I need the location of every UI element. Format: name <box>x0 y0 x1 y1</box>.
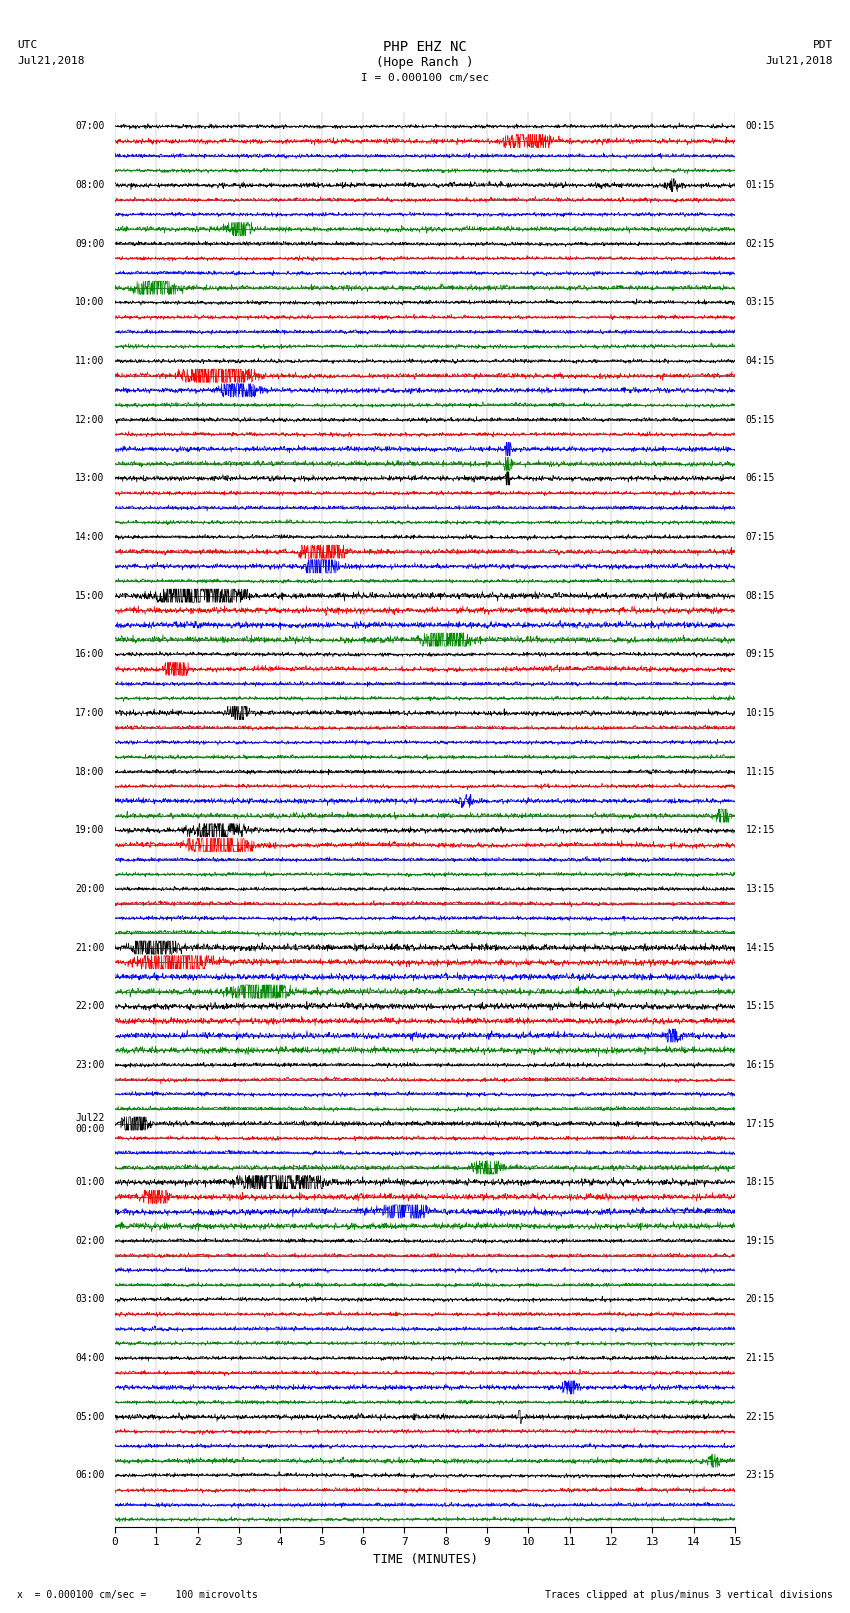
Text: 23:15: 23:15 <box>745 1471 775 1481</box>
Text: 00:15: 00:15 <box>745 121 775 131</box>
Text: 03:15: 03:15 <box>745 297 775 308</box>
Text: 12:15: 12:15 <box>745 826 775 836</box>
Text: 12:00: 12:00 <box>75 415 105 424</box>
Text: 18:00: 18:00 <box>75 766 105 776</box>
Text: 14:15: 14:15 <box>745 942 775 953</box>
Text: Jul22
00:00: Jul22 00:00 <box>75 1113 105 1134</box>
Text: 03:00: 03:00 <box>75 1295 105 1305</box>
Text: 07:15: 07:15 <box>745 532 775 542</box>
Text: 09:15: 09:15 <box>745 650 775 660</box>
Text: 06:15: 06:15 <box>745 473 775 484</box>
Text: 08:15: 08:15 <box>745 590 775 600</box>
Text: 16:15: 16:15 <box>745 1060 775 1069</box>
Text: 07:00: 07:00 <box>75 121 105 131</box>
Text: 19:15: 19:15 <box>745 1236 775 1245</box>
Text: 05:15: 05:15 <box>745 415 775 424</box>
Text: 11:00: 11:00 <box>75 356 105 366</box>
Text: (Hope Ranch ): (Hope Ranch ) <box>377 56 473 69</box>
Text: 08:00: 08:00 <box>75 181 105 190</box>
Text: Traces clipped at plus/minus 3 vertical divisions: Traces clipped at plus/minus 3 vertical … <box>545 1590 833 1600</box>
X-axis label: TIME (MINUTES): TIME (MINUTES) <box>372 1553 478 1566</box>
Text: x  = 0.000100 cm/sec =     100 microvolts: x = 0.000100 cm/sec = 100 microvolts <box>17 1590 258 1600</box>
Text: 06:00: 06:00 <box>75 1471 105 1481</box>
Text: 01:15: 01:15 <box>745 181 775 190</box>
Text: PHP EHZ NC: PHP EHZ NC <box>383 40 467 55</box>
Text: PDT: PDT <box>813 40 833 50</box>
Text: 22:00: 22:00 <box>75 1002 105 1011</box>
Text: 13:00: 13:00 <box>75 473 105 484</box>
Text: 04:15: 04:15 <box>745 356 775 366</box>
Text: 02:15: 02:15 <box>745 239 775 248</box>
Text: Jul21,2018: Jul21,2018 <box>17 56 84 66</box>
Text: 10:00: 10:00 <box>75 297 105 308</box>
Text: 18:15: 18:15 <box>745 1177 775 1187</box>
Text: 11:15: 11:15 <box>745 766 775 776</box>
Text: 05:00: 05:00 <box>75 1411 105 1421</box>
Text: 21:00: 21:00 <box>75 942 105 953</box>
Text: 01:00: 01:00 <box>75 1177 105 1187</box>
Text: 17:00: 17:00 <box>75 708 105 718</box>
Text: 21:15: 21:15 <box>745 1353 775 1363</box>
Text: 19:00: 19:00 <box>75 826 105 836</box>
Text: 09:00: 09:00 <box>75 239 105 248</box>
Text: 16:00: 16:00 <box>75 650 105 660</box>
Text: 10:15: 10:15 <box>745 708 775 718</box>
Text: 20:00: 20:00 <box>75 884 105 894</box>
Text: 02:00: 02:00 <box>75 1236 105 1245</box>
Text: 23:00: 23:00 <box>75 1060 105 1069</box>
Text: 22:15: 22:15 <box>745 1411 775 1421</box>
Text: 15:15: 15:15 <box>745 1002 775 1011</box>
Text: 17:15: 17:15 <box>745 1118 775 1129</box>
Text: 15:00: 15:00 <box>75 590 105 600</box>
Text: 20:15: 20:15 <box>745 1295 775 1305</box>
Text: 14:00: 14:00 <box>75 532 105 542</box>
Text: 04:00: 04:00 <box>75 1353 105 1363</box>
Text: I = 0.000100 cm/sec: I = 0.000100 cm/sec <box>361 73 489 82</box>
Text: UTC: UTC <box>17 40 37 50</box>
Text: Jul21,2018: Jul21,2018 <box>766 56 833 66</box>
Text: 13:15: 13:15 <box>745 884 775 894</box>
